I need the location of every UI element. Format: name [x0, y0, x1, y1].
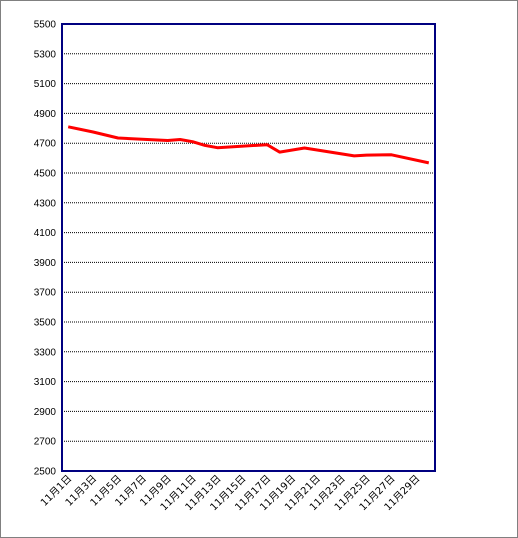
y-tick-label: 4100 [34, 228, 57, 239]
y-tick-label: 5300 [34, 49, 57, 60]
y-tick-label: 3700 [34, 288, 57, 299]
gridlines [62, 53, 435, 442]
y-tick-label: 5100 [34, 79, 57, 90]
y-tick-label: 5500 [34, 20, 57, 31]
y-tick-label: 3900 [34, 258, 57, 269]
y-tick-label: 2500 [34, 467, 57, 478]
y-tick-label: 4900 [34, 109, 57, 120]
y-tick-label: 3100 [34, 377, 57, 388]
series-layer [67, 125, 430, 165]
y-tick-label: 4300 [34, 198, 57, 209]
y-tick-label: 4500 [34, 169, 57, 180]
x-axis-tick-labels: 11月1日11月3日11月5日11月7日11月9日11月11日11月13日11月… [38, 473, 422, 514]
y-tick-label: 2700 [34, 437, 57, 448]
y-tick-label: 3500 [34, 318, 57, 329]
y-tick-label: 4700 [34, 139, 57, 150]
series-line [67, 125, 430, 165]
y-tick-label: 2900 [34, 407, 57, 418]
plot-area-border [61, 23, 436, 472]
y-tick-label: 3300 [34, 347, 57, 358]
y-axis-tick-labels: 2500 2700 2900 3100 3300 3500 3700 3900 4100 4300… [34, 20, 57, 478]
